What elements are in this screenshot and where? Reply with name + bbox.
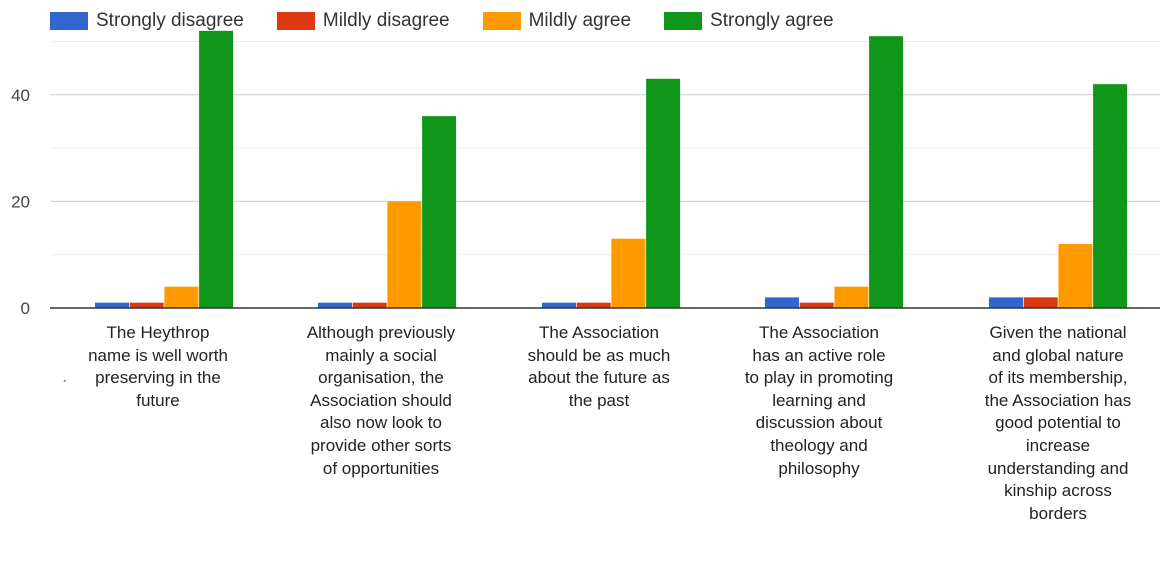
- legend-label: Strongly disagree: [96, 10, 244, 31]
- bar-strongly-agree[interactable]: [869, 36, 904, 309]
- gridlines: [50, 41, 1160, 256]
- bar-mildly-agree[interactable]: [1058, 244, 1093, 308]
- bar-mildly-disagree[interactable]: [576, 302, 611, 308]
- bar-strongly-disagree[interactable]: [95, 302, 129, 308]
- legend: Strongly disagree Mildly disagree Mildly…: [50, 10, 867, 32]
- y-tick-label: 20: [11, 192, 30, 211]
- category-label: Given the national and global nature of …: [984, 323, 1132, 523]
- bar-mildly-disagree[interactable]: [1023, 297, 1058, 308]
- legend-item-mildly-disagree[interactable]: Mildly disagree: [276, 10, 450, 32]
- y-tick-label: 40: [11, 86, 30, 105]
- decorative-tick-mark: ˏ: [62, 366, 67, 382]
- bar-strongly-disagree[interactable]: [765, 297, 799, 308]
- bar-mildly-agree[interactable]: [387, 201, 422, 308]
- legend-swatch: [276, 12, 315, 30]
- legend-item-strongly-agree[interactable]: Strongly agree: [664, 10, 834, 32]
- bars: [95, 30, 1128, 309]
- category-label: The Heythrop name is well worth preservi…: [88, 323, 228, 410]
- legend-item-strongly-disagree[interactable]: Strongly disagree: [50, 10, 244, 32]
- category-label: The Association should be as much about …: [527, 323, 671, 410]
- legend-swatch: [664, 12, 703, 30]
- legend-item-mildly-agree[interactable]: Mildly agree: [482, 10, 632, 32]
- bar-strongly-agree[interactable]: [199, 30, 234, 309]
- bar-mildly-agree[interactable]: [164, 286, 199, 308]
- bar-mildly-disagree[interactable]: [352, 302, 387, 308]
- bar-mildly-disagree[interactable]: [799, 302, 834, 308]
- legend-swatch: [50, 12, 88, 30]
- category-label: Although previously mainly a social orga…: [306, 323, 456, 478]
- y-axis-ticks: 0 20 40: [11, 86, 30, 318]
- bar-mildly-disagree[interactable]: [129, 302, 164, 308]
- bar-mildly-agree[interactable]: [834, 286, 869, 308]
- legend-swatch: [482, 12, 521, 30]
- bar-strongly-agree[interactable]: [422, 116, 457, 309]
- legend-label: Strongly agree: [710, 10, 834, 31]
- bar-strongly-disagree[interactable]: [542, 302, 576, 308]
- bar-strongly-disagree[interactable]: [989, 297, 1023, 308]
- bar-mildly-agree[interactable]: [611, 238, 646, 308]
- bar-strongly-agree[interactable]: [1093, 84, 1128, 308]
- category-label: The Association has an active role to pl…: [744, 323, 894, 478]
- legend-label: Mildly agree: [528, 10, 632, 31]
- bar-strongly-disagree[interactable]: [318, 302, 352, 308]
- legend-label: Mildly disagree: [322, 10, 450, 31]
- y-tick-label: 0: [21, 299, 30, 318]
- bar-strongly-agree[interactable]: [646, 78, 681, 308]
